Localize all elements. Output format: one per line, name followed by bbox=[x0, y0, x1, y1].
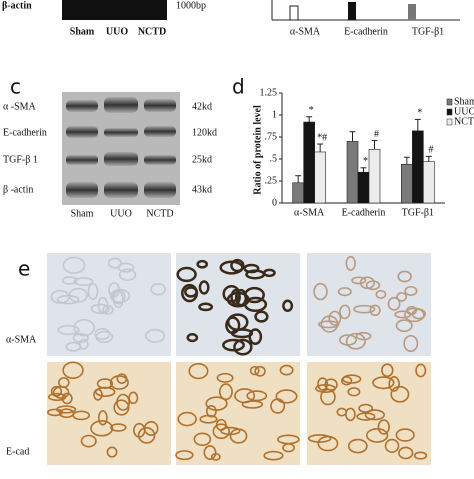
significance-marker: * bbox=[363, 156, 368, 167]
size-label: 120kd bbox=[192, 127, 217, 138]
y-tick-label: .25 bbox=[265, 175, 278, 186]
bar bbox=[369, 149, 380, 203]
row-label: E-cad bbox=[6, 446, 29, 457]
y-tick-label: .75 bbox=[265, 131, 278, 142]
bar bbox=[304, 122, 315, 203]
y-tick-label: 1 bbox=[272, 109, 277, 120]
size-label: 43kd bbox=[192, 184, 212, 195]
bar bbox=[412, 131, 423, 203]
legend-swatch bbox=[447, 99, 452, 105]
legend-swatch bbox=[447, 119, 452, 125]
chart: 0.25.5.7511.25α-SMA**#E-cadherin*#TGF-β1… bbox=[260, 87, 474, 218]
panel-letter: d bbox=[232, 75, 245, 99]
y-axis-label: Ratio of protein level bbox=[252, 105, 263, 195]
lane-label: UUO bbox=[106, 26, 128, 37]
legend-swatch bbox=[447, 109, 452, 115]
y-tick-label: .5 bbox=[270, 153, 278, 164]
bar-crop bbox=[290, 6, 298, 20]
protein-label: α -SMA bbox=[3, 101, 37, 112]
micrograph bbox=[307, 253, 431, 356]
category-label: TGF-β1 bbox=[412, 26, 444, 37]
lane-label: Sham bbox=[71, 208, 94, 219]
lane-label: NCTD bbox=[138, 26, 166, 37]
size-label: 25kd bbox=[192, 154, 212, 165]
y-tick-label: 1.25 bbox=[260, 87, 278, 98]
row-label: α-SMA bbox=[6, 334, 37, 345]
protein-label: β -actin bbox=[3, 184, 33, 195]
category-label: E-cadherin bbox=[344, 26, 388, 37]
bar bbox=[423, 162, 434, 203]
bar-crop bbox=[348, 2, 356, 20]
lane-label: Sham bbox=[70, 26, 95, 37]
significance-marker: * bbox=[309, 105, 314, 116]
category-label: α-SMA bbox=[290, 26, 321, 37]
micrographs bbox=[47, 253, 431, 465]
lane-label: UUO bbox=[110, 208, 132, 219]
x-tick-label: TGF-β1 bbox=[402, 207, 434, 218]
panel-letter: c bbox=[10, 75, 21, 99]
significance-marker: *# bbox=[317, 132, 327, 143]
protein-label: E-cadherin bbox=[3, 127, 47, 138]
legend-label: NCTD bbox=[454, 116, 474, 127]
lane-label: NCTD bbox=[146, 208, 173, 219]
bar bbox=[315, 152, 326, 203]
x-tick-label: α-SMA bbox=[294, 207, 325, 218]
size-label: 42kd bbox=[192, 101, 212, 112]
bar bbox=[293, 183, 304, 203]
gel-size: 1000bp bbox=[176, 0, 206, 11]
x-tick-label: E-cadherin bbox=[342, 207, 386, 218]
gel bbox=[62, 0, 167, 20]
significance-marker: * bbox=[417, 108, 422, 119]
bar-crop bbox=[408, 4, 416, 20]
panel-letter: e bbox=[18, 257, 30, 281]
significance-marker: # bbox=[428, 145, 433, 156]
bar bbox=[358, 172, 369, 203]
bar bbox=[347, 141, 358, 203]
significance-marker: # bbox=[374, 129, 379, 140]
y-tick-label: 0 bbox=[272, 197, 277, 208]
protein-label: TGF-β 1 bbox=[3, 154, 38, 165]
bar bbox=[401, 164, 412, 203]
gel-label: β-actin bbox=[2, 0, 32, 11]
